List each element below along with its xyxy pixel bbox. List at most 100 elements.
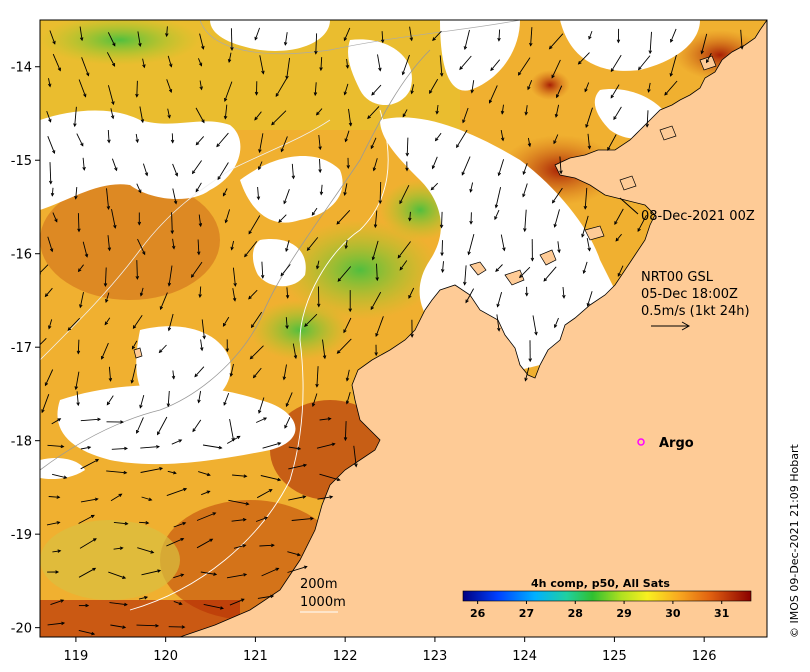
- current-vector-head: [327, 417, 332, 421]
- current-vector-head: [150, 550, 155, 554]
- y-axis: -14 -15 -16 -17 -18 -19 -20: [11, 61, 40, 637]
- current-vector-head: [200, 347, 204, 352]
- current-vector: [166, 538, 184, 547]
- current-vector-head: [77, 268, 82, 273]
- current-vector: [555, 104, 560, 117]
- current-vector-head: [157, 569, 162, 573]
- current-vector: [49, 30, 56, 44]
- colorbar: 4h comp, p50, All Sats 26 27 28 29 30 31: [457, 577, 757, 623]
- current-vector: [465, 288, 474, 303]
- current-vector: [198, 471, 211, 476]
- current-vector: [638, 55, 651, 70]
- current-vector: [200, 571, 217, 575]
- current-vector: [52, 53, 61, 71]
- current-vector-head: [74, 386, 78, 391]
- islands: [133, 55, 717, 359]
- current-vector-head: [405, 167, 409, 172]
- current-vector-head: [271, 121, 275, 126]
- current-vector-head: [706, 59, 710, 64]
- current-vector: [111, 209, 116, 228]
- current-vector-head: [345, 64, 350, 69]
- current-vector: [259, 133, 264, 153]
- current-vector-head: [645, 123, 649, 128]
- current-vector: [137, 547, 154, 554]
- current-vector-head: [222, 192, 227, 197]
- current-vector-head: [47, 83, 52, 88]
- current-vector-head: [167, 327, 172, 332]
- current-vector: [607, 134, 617, 151]
- current-vector-head: [285, 75, 289, 80]
- current-vector: [228, 52, 232, 63]
- current-vector: [490, 59, 501, 71]
- current-vector: [47, 236, 53, 252]
- current-vector-head: [107, 247, 112, 252]
- current-vector-head: [343, 91, 348, 96]
- current-vector: [367, 106, 380, 119]
- current-vector: [432, 30, 442, 41]
- date-leader-line: [619, 197, 639, 215]
- current-vector: [409, 26, 413, 41]
- current-vector: [670, 28, 677, 43]
- current-vector-head: [83, 93, 87, 98]
- current-vector: [52, 212, 58, 222]
- current-vector: [346, 58, 349, 68]
- current-vector-head: [144, 172, 149, 177]
- current-vector-head: [275, 567, 280, 571]
- argo-float-marker[interactable]: [637, 438, 645, 446]
- current-vector: [49, 162, 52, 184]
- current-vector-head: [318, 169, 322, 174]
- current-vector-head: [171, 375, 176, 380]
- current-vector-head: [378, 67, 382, 72]
- current-vector-head: [201, 45, 205, 50]
- current-vector-head: [136, 429, 140, 434]
- current-vector-head: [557, 249, 561, 254]
- current-vector: [304, 313, 318, 327]
- current-vector: [559, 156, 562, 174]
- current-vector: [530, 27, 533, 46]
- current-vector: [201, 490, 210, 496]
- current-vector-head: [614, 221, 618, 225]
- current-vector: [168, 265, 173, 286]
- current-vector-head: [554, 113, 559, 118]
- current-vector-head: [313, 92, 318, 97]
- current-vector: [319, 473, 340, 481]
- current-vector-head: [49, 248, 54, 253]
- current-vector-head: [85, 603, 90, 608]
- current-vector: [244, 241, 258, 257]
- current-vector: [79, 292, 84, 308]
- current-vector: [171, 212, 173, 234]
- current-vector: [172, 188, 177, 204]
- colorbar-bar: [462, 590, 752, 602]
- map-area[interactable]: Argo 08-Dec-2021 00Z NRT00 GSL 05-Dec 18…: [36, 15, 767, 640]
- current-vector: [231, 519, 246, 522]
- current-vector: [322, 339, 326, 359]
- current-vector: [701, 33, 708, 54]
- current-vector-head: [52, 150, 56, 155]
- current-vector: [500, 234, 505, 251]
- current-vector: [253, 367, 262, 378]
- current-vector: [140, 287, 144, 296]
- current-vector-head: [106, 401, 111, 406]
- current-vector-head: [56, 495, 61, 499]
- current-vector: [337, 338, 352, 354]
- current-vector: [224, 104, 228, 119]
- current-vector-head: [140, 119, 145, 124]
- current-vector: [381, 31, 384, 43]
- bathymetry-contours: [40, 20, 521, 611]
- current-vector-head: [588, 35, 592, 40]
- y-tick-label: -20: [11, 622, 32, 637]
- current-vector-head: [285, 248, 289, 253]
- current-vector: [649, 31, 652, 54]
- current-vector: [372, 240, 379, 260]
- current-vector-head: [206, 472, 211, 477]
- current-vector-head: [144, 595, 149, 600]
- current-vector: [411, 84, 415, 94]
- current-vector-head: [463, 46, 468, 51]
- current-vector: [222, 188, 228, 196]
- current-vector-head: [331, 442, 336, 447]
- current-vector-head: [216, 143, 220, 148]
- current-vector: [171, 439, 182, 445]
- current-vector-head: [311, 403, 316, 408]
- current-vector: [557, 241, 560, 253]
- current-vector: [286, 57, 291, 79]
